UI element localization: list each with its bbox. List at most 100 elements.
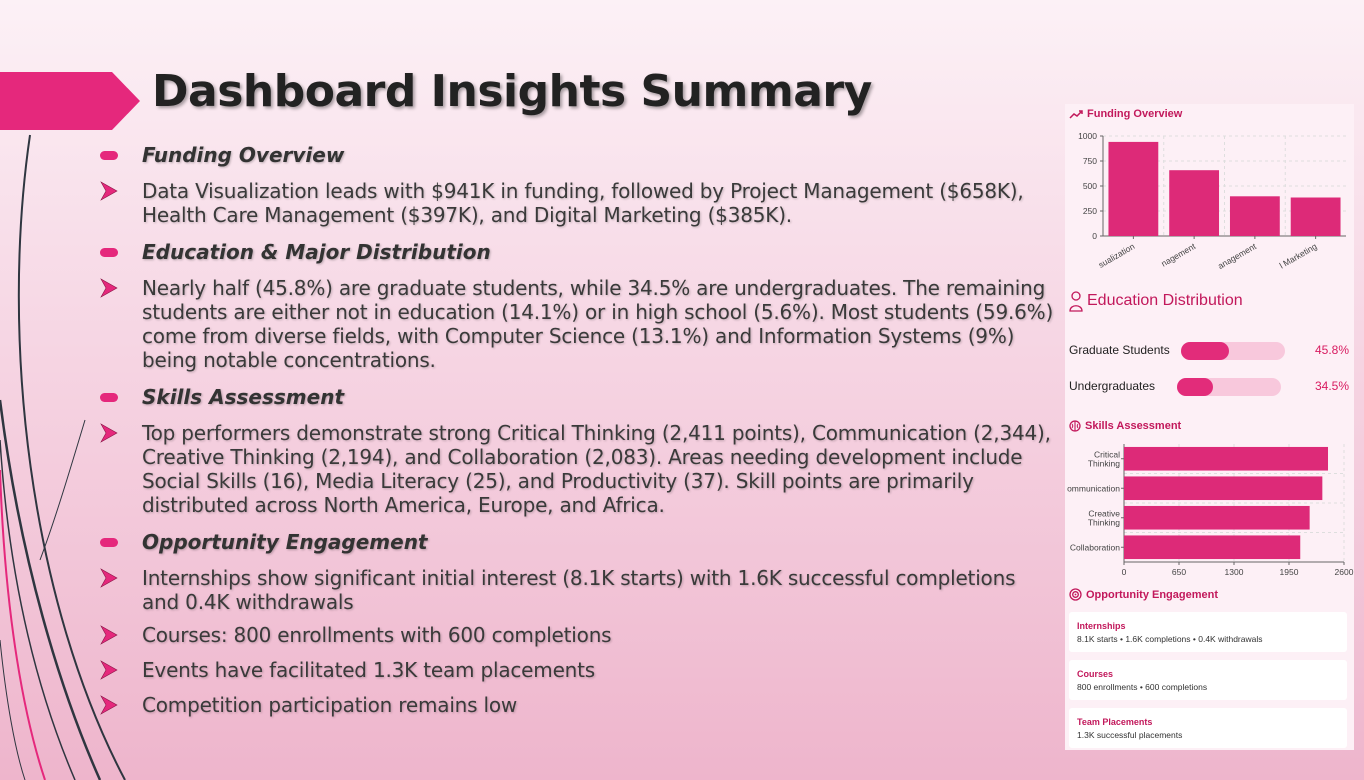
section-heading: Funding Overview: [100, 140, 1055, 170]
bullet-item: Competition participation remains low: [100, 693, 1055, 719]
arrow-bullet-icon: [100, 568, 118, 588]
bullet-text: Data Visualization leads with $941K in f…: [142, 179, 1024, 227]
education-progress-fill: [1181, 342, 1229, 360]
dash-bullet-icon: [100, 248, 118, 257]
arrow-bullet-icon: [100, 625, 118, 645]
dash-bullet-icon: [100, 393, 118, 402]
opportunity-title-text: Opportunity Engagement: [1086, 588, 1218, 601]
skills-y-tick-line: Thinking: [1088, 517, 1120, 527]
skills-y-tick: Critical Thinking: [1088, 449, 1120, 468]
arrow-bullet-icon: [100, 181, 118, 201]
arrow-bullet-icon: [100, 660, 118, 680]
section-heading-text: Funding Overview: [142, 143, 345, 167]
skills-y-tick: Creative Thinking: [1088, 508, 1120, 527]
bullet-item: Top performers demonstrate strong Critic…: [100, 421, 1055, 517]
education-percent: 34.5%: [1314, 379, 1349, 393]
title-arrow-accent: [0, 72, 140, 130]
funding-bar: [1108, 141, 1159, 236]
education-label: Graduate Students: [1069, 343, 1170, 357]
bullet-item: Internships show significant initial int…: [100, 566, 1055, 614]
target-icon: [1069, 588, 1082, 601]
funding-y-tick: 0: [1092, 231, 1097, 241]
skills-y-tick-line: ommunication: [1067, 483, 1120, 493]
education-progress-track: [1181, 342, 1285, 360]
funding-bar: [1169, 170, 1220, 236]
trend-up-icon: [1069, 110, 1083, 119]
skills-x-tick: 650: [1172, 567, 1186, 577]
dash-bullet-icon: [100, 538, 118, 547]
education-title: Education Distribution: [1069, 290, 1243, 312]
funding-y-tick: 500: [1083, 181, 1097, 191]
skills-title-text: Skills Assessment: [1085, 420, 1182, 432]
opportunity-card-title: Courses: [1077, 669, 1114, 679]
funding-bar: [1229, 196, 1280, 236]
opportunity-card-desc: 1.3K successful placements: [1077, 730, 1183, 740]
funding-bar-chart: 0 250 500 750 1000 sualization nagement anageme…: [1078, 131, 1346, 271]
education-progress-fill: [1177, 378, 1213, 396]
funding-title: Funding Overview: [1069, 108, 1182, 120]
opportunity-card: Internships 8.1K starts • 1.6K completion…: [1069, 612, 1347, 652]
education-percent: 45.8%: [1314, 343, 1349, 357]
education-label: Undergraduates: [1069, 379, 1156, 393]
skills-bar: [1124, 476, 1323, 501]
dash-bullet-icon: [100, 151, 118, 160]
funding-y-tick: 1000: [1078, 131, 1097, 141]
section-heading: Opportunity Engagement: [100, 527, 1055, 557]
bullet-text: Competition participation remains low: [142, 693, 518, 717]
skills-y-tick-line: Creative: [1088, 508, 1120, 518]
insights-content: Funding Overview Data Visualization leads…: [100, 140, 1055, 719]
skills-y-tick: ommunication: [1067, 483, 1120, 493]
section-heading: Education & Major Distribution: [100, 237, 1055, 267]
funding-x-tick: nagement: [1159, 241, 1197, 269]
arrow-bullet-icon: [100, 695, 118, 715]
opportunity-card-title: Internships: [1077, 621, 1126, 631]
bullet-item: Courses: 800 enrollments with 600 comple…: [100, 623, 1055, 649]
funding-y-tick: 250: [1083, 206, 1097, 216]
decorative-swoosh-lines: [0, 134, 126, 780]
skills-x-tick: 1300: [1225, 567, 1244, 577]
users-icon: [1069, 291, 1083, 312]
funding-x-tick: anagement: [1216, 241, 1258, 271]
bullet-text: Courses: 800 enrollments with 600 comple…: [142, 623, 612, 647]
bullet-text: Events have facilitated 1.3K team placem…: [142, 658, 596, 682]
funding-x-tick: sualization: [1097, 241, 1137, 270]
bullet-text: Internships show significant initial int…: [142, 566, 1016, 614]
skills-bar: [1124, 535, 1301, 560]
brain-icon: [1069, 420, 1081, 432]
opportunity-card: Team Placements 1.3K successful placement…: [1069, 708, 1347, 748]
arrow-bullet-icon: [100, 423, 118, 443]
section-heading-text: Education & Major Distribution: [142, 240, 491, 264]
funding-x-tick: l Marketing: [1278, 241, 1319, 271]
education-title-text: Education Distribution: [1087, 292, 1243, 309]
funding-y-tick: 750: [1083, 156, 1097, 166]
opportunity-card-title: Team Placements: [1077, 717, 1153, 727]
bullet-item: Data Visualization leads with $941K in f…: [100, 179, 1055, 227]
skills-bar: [1124, 446, 1329, 471]
skills-x-tick: 1950: [1280, 567, 1299, 577]
page-title: Dashboard Insights Summary: [152, 66, 872, 117]
skills-y-tick: Collaboration: [1070, 542, 1120, 552]
section-heading-text: Opportunity Engagement: [142, 530, 428, 554]
section-heading: Skills Assessment: [100, 382, 1055, 412]
skills-y-tick-line: Thinking: [1088, 458, 1120, 468]
arrow-bullet-icon: [100, 278, 118, 298]
opportunity-card-desc: 800 enrollments • 600 completions: [1077, 682, 1208, 692]
bullet-text: Nearly half (45.8%) are graduate student…: [142, 276, 1054, 372]
opportunity-card: Courses 800 enrollments • 600 completions: [1069, 660, 1347, 700]
skills-title: Skills Assessment: [1069, 420, 1181, 432]
skills-x-tick: 2600: [1335, 567, 1354, 577]
opportunity-title: Opportunity Engagement: [1069, 588, 1218, 601]
funding-bar: [1290, 197, 1341, 236]
bullet-text: Top performers demonstrate strong Critic…: [142, 421, 1051, 517]
bullet-item: Events have facilitated 1.3K team placem…: [100, 658, 1055, 684]
opportunity-card-desc: 8.1K starts • 1.6K completions • 0.4K wi…: [1077, 634, 1263, 644]
education-row: Graduate Students 45.8%: [1069, 340, 1349, 362]
section-heading-text: Skills Assessment: [142, 385, 345, 409]
education-progress-track: [1177, 378, 1281, 396]
funding-title-text: Funding Overview: [1087, 108, 1183, 120]
education-row: Undergraduates 34.5%: [1069, 376, 1349, 398]
dashboard-preview-panel: Funding Overview 0 250 500 750 1000 sualizati…: [1065, 104, 1354, 750]
skills-bar: [1124, 505, 1310, 530]
skills-y-tick-line: Critical: [1094, 449, 1120, 459]
